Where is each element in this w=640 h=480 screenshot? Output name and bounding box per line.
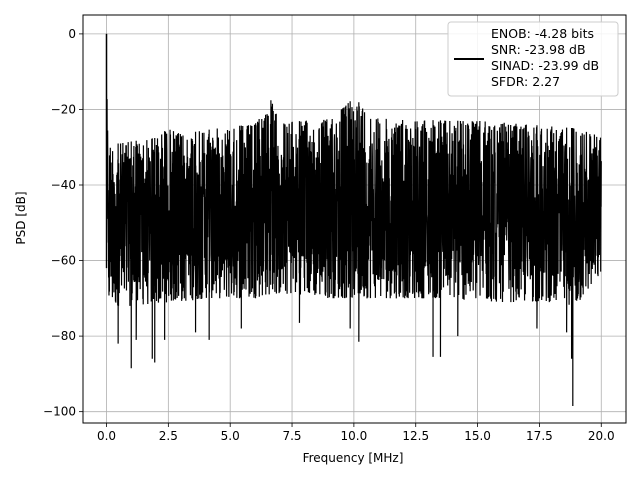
psd-series-line	[105, 33, 602, 407]
x-tick-label: 7.5	[282, 429, 301, 443]
x-tick-label: 17.5	[526, 429, 553, 443]
y-tick-label: −60	[51, 254, 76, 268]
x-axis-label: Frequency [MHz]	[303, 451, 404, 465]
x-tick-label: 2.5	[159, 429, 178, 443]
x-axis-ticks: 0.0 2.5 5.0 7.5 10.0 12.5 15.0 17.5 20.0	[97, 423, 615, 443]
y-tick-label: −100	[43, 405, 76, 419]
legend-line-enob: ENOB: -4.28 bits	[491, 26, 594, 41]
axes-frame	[82, 14, 627, 424]
y-axis-ticks: 0 −20 −40 −60 −80 −100	[43, 27, 83, 419]
plot-data	[105, 33, 602, 407]
x-tick-label: 12.5	[402, 429, 429, 443]
y-tick-label: −40	[51, 178, 76, 192]
x-tick-label: 15.0	[464, 429, 491, 443]
x-tick-label: 20.0	[588, 429, 615, 443]
y-tick-label: 0	[68, 27, 76, 41]
y-axis-label: PSD [dB]	[14, 191, 28, 244]
y-tick-label: −20	[51, 102, 76, 116]
legend-line-sfdr: SFDR: 2.27	[491, 74, 560, 89]
x-tick-label: 5.0	[221, 429, 240, 443]
legend: ENOB: -4.28 bits SNR: -23.98 dB SINAD: -…	[447, 21, 619, 97]
x-tick-label: 10.0	[341, 429, 368, 443]
legend-line-snr: SNR: -23.98 dB	[491, 42, 586, 57]
legend-box	[447, 21, 619, 97]
y-tick-label: −80	[51, 329, 76, 343]
legend-line-sinad: SINAD: -23.99 dB	[491, 58, 599, 73]
x-tick-label: 0.0	[97, 429, 116, 443]
